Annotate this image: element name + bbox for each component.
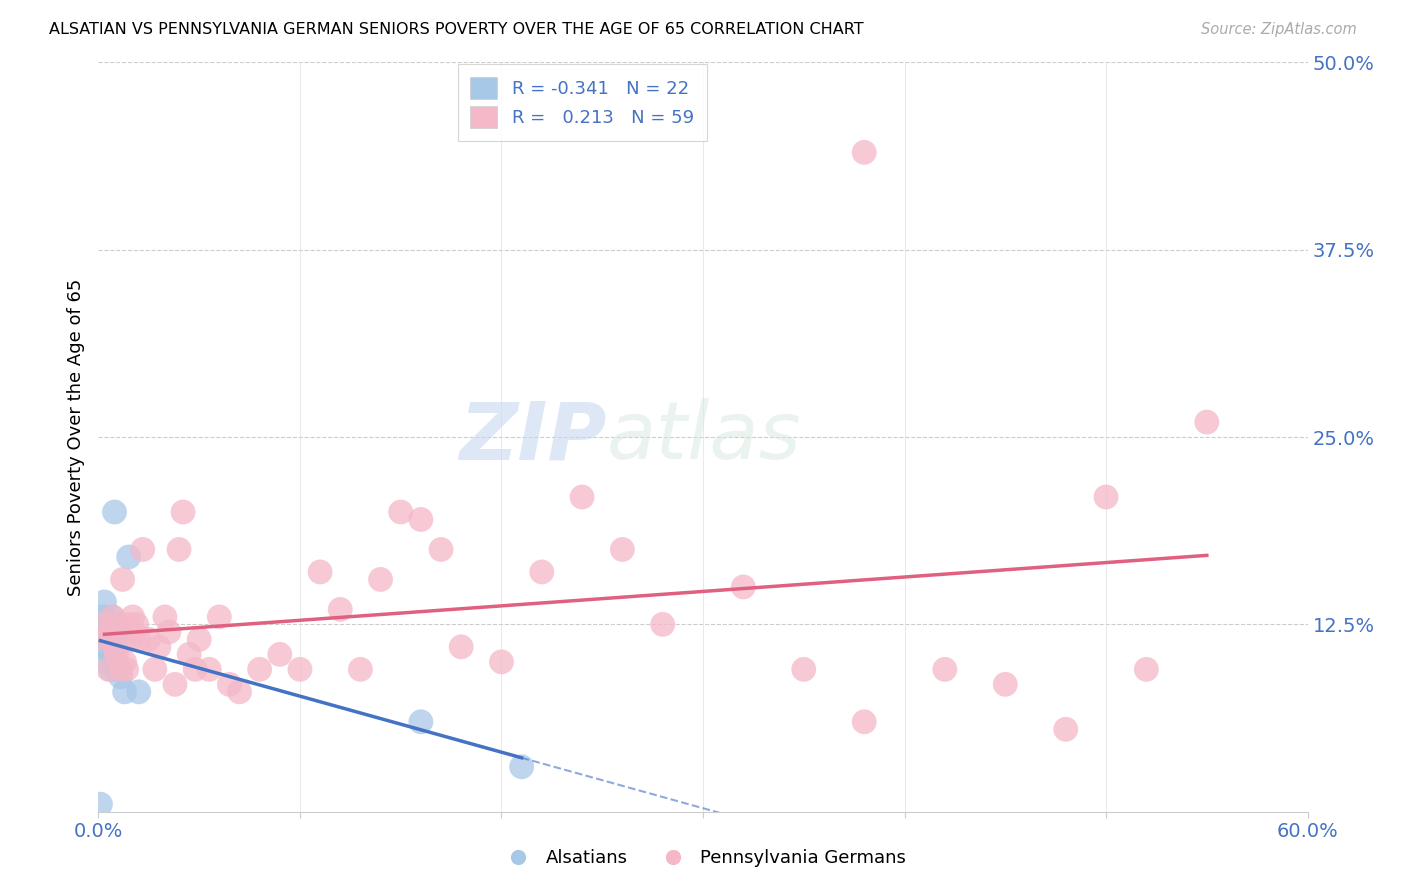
Point [198,662,221,676]
Point [89,797,111,812]
Point [994,677,1017,691]
Point [101,610,124,624]
Point [97,655,120,669]
Point [97,632,120,647]
Point [110,662,132,676]
Point [218,677,240,691]
Point [91,610,114,624]
Point [491,655,513,669]
Point [115,662,138,676]
Point [97,662,120,676]
Point [143,662,166,676]
Point [288,662,311,676]
Legend: Alsatians, Pennsylvania Germans: Alsatians, Pennsylvania Germans [494,842,912,874]
Point [128,632,150,647]
Point [96,617,118,632]
Point [733,580,755,594]
Point [100,624,122,639]
Point [118,617,141,632]
Point [1095,490,1118,504]
Point [184,662,207,676]
Point [651,617,673,632]
Point [100,648,122,662]
Point [309,565,332,579]
Text: ZIP: ZIP [458,398,606,476]
Point [793,662,815,676]
Point [148,640,170,654]
Point [612,542,634,557]
Point [228,685,250,699]
Point [853,714,876,729]
Point [934,662,956,676]
Point [172,505,194,519]
Point [107,624,129,639]
Point [389,505,412,519]
Point [93,617,115,632]
Point [530,565,553,579]
Point [101,632,124,647]
Point [450,640,472,654]
Point [409,714,432,729]
Point [167,542,190,557]
Text: ALSATIAN VS PENNSYLVANIA GERMAN SENIORS POVERTY OVER THE AGE OF 65 CORRELATION C: ALSATIAN VS PENNSYLVANIA GERMAN SENIORS … [49,22,863,37]
Point [329,602,352,616]
Point [96,632,118,647]
Point [120,632,142,647]
Y-axis label: Seniors Poverty Over the Age of 65: Seniors Poverty Over the Age of 65 [66,278,84,596]
Point [269,648,291,662]
Point [1195,415,1218,429]
Point [132,542,155,557]
Point [114,655,136,669]
Point [103,640,125,654]
Point [105,648,128,662]
Point [153,610,176,624]
Point [1054,723,1077,737]
Point [157,624,180,639]
Point [105,640,128,654]
Point [1135,662,1157,676]
Text: Source: ZipAtlas.com: Source: ZipAtlas.com [1201,22,1357,37]
Point [571,490,593,504]
Point [409,512,432,526]
Point [101,610,124,624]
Point [107,662,129,676]
Point [128,685,150,699]
Point [853,145,876,160]
Point [430,542,453,557]
Point [124,624,146,639]
Point [110,670,132,684]
Point [138,632,160,647]
Point [93,595,115,609]
Point [121,610,143,624]
Point [111,573,134,587]
Point [96,640,118,654]
Text: atlas: atlas [606,398,801,476]
Point [179,648,201,662]
Point [208,610,231,624]
Point [370,573,392,587]
Legend: R = -0.341   N = 22, R =   0.213   N = 59: R = -0.341 N = 22, R = 0.213 N = 59 [457,64,707,141]
Point [100,662,122,676]
Point [125,617,148,632]
Point [188,632,211,647]
Point [114,685,136,699]
Point [349,662,371,676]
Point [510,760,533,774]
Point [163,677,186,691]
Point [107,617,129,632]
Point [249,662,271,676]
Point [103,505,125,519]
Point [93,624,115,639]
Point [118,549,141,564]
